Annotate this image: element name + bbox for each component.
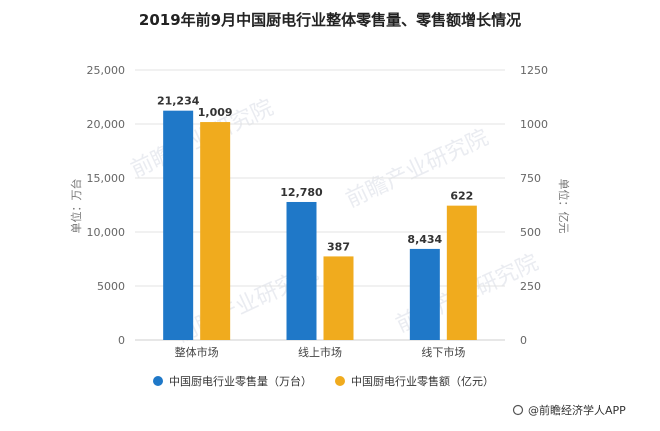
right-tick-label: 750 <box>520 172 541 185</box>
bar-sales <box>200 122 231 340</box>
legend-label: 中国厨电行业零售量（万台） <box>169 374 312 388</box>
left-tick-label: 25,000 <box>87 64 126 77</box>
bar-sales <box>446 205 477 340</box>
data-label: 622 <box>450 190 473 203</box>
right-tick-label: 500 <box>520 226 541 239</box>
left-tick-label: 10,000 <box>87 226 126 239</box>
category-labels: 整体市场 线上市场 线下市场 <box>175 345 466 359</box>
data-label: 8,434 <box>407 233 442 246</box>
right-tick-label: 0 <box>520 334 527 347</box>
bar-volume <box>286 201 317 340</box>
right-tick-label: 1000 <box>520 118 548 131</box>
source-text: @前瞻经济学人APP <box>528 403 626 417</box>
left-tick-label: 0 <box>118 334 125 347</box>
right-axis-ticks: 0 250 500 750 1000 1250 <box>520 64 548 347</box>
right-axis-title: 单位：亿元 <box>557 179 571 234</box>
legend: 中国厨电行业零售量（万台） 中国厨电行业零售额（亿元） <box>153 374 494 388</box>
category-label: 线上市场 <box>298 345 342 359</box>
bar-volume <box>163 110 194 341</box>
bar-sales <box>323 256 354 340</box>
data-label: 1,009 <box>198 106 233 119</box>
legend-marker <box>153 376 163 386</box>
category-label: 线下市场 <box>421 345 465 359</box>
source-credit: @前瞻经济学人APP <box>512 403 626 417</box>
data-label: 387 <box>327 240 350 253</box>
legend-label: 中国厨电行业零售额（亿元） <box>351 374 494 388</box>
left-axis-title: 单位：万台 <box>69 179 83 234</box>
source-at-icon <box>512 404 524 416</box>
left-axis-ticks: 0 5000 10,000 15,000 20,000 25,000 <box>87 64 126 347</box>
bar-volume <box>409 248 440 340</box>
data-label: 12,780 <box>280 186 323 199</box>
right-tick-label: 250 <box>520 280 541 293</box>
category-label: 整体市场 <box>175 345 219 359</box>
right-tick-label: 1250 <box>520 64 548 77</box>
left-tick-label: 15,000 <box>87 172 126 185</box>
left-tick-label: 20,000 <box>87 118 126 131</box>
grid-layer <box>135 69 505 341</box>
data-label: 21,234 <box>157 95 200 108</box>
left-tick-label: 5000 <box>97 280 125 293</box>
legend-marker <box>335 376 345 386</box>
chart-title: 2019年前9月中国厨电行业整体零售量、零售额增长情况 <box>139 11 521 29</box>
